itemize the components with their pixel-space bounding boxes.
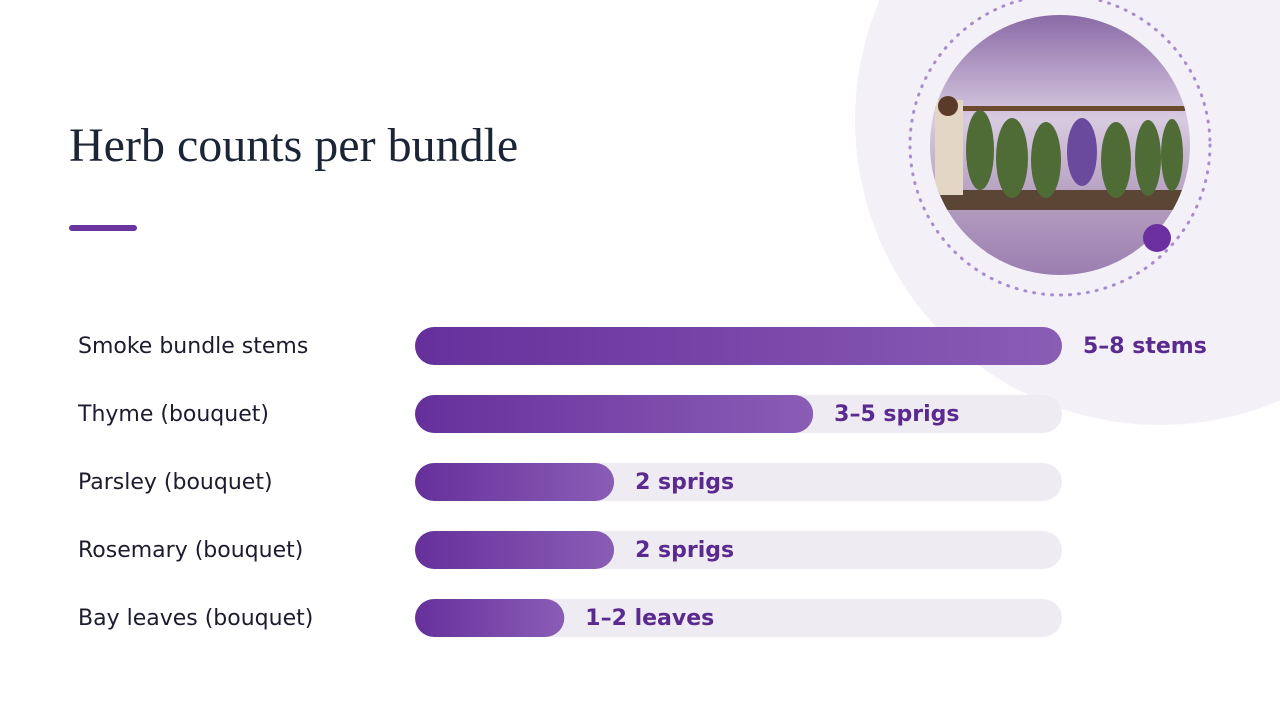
- category-label: Rosemary (bouquet): [78, 538, 303, 563]
- value-label: 2 sprigs: [635, 470, 734, 495]
- bar: [415, 463, 615, 501]
- value-label: 3–5 sprigs: [834, 402, 959, 427]
- value-label: 5–8 stems: [1083, 334, 1207, 359]
- accent-dot: [1143, 224, 1171, 252]
- category-label: Thyme (bouquet): [77, 402, 269, 427]
- chart-title: Herb counts per bundle: [69, 119, 518, 172]
- value-label: 2 sprigs: [635, 538, 734, 563]
- value-label: 1–2 leaves: [585, 606, 714, 631]
- title-underline: [69, 225, 137, 231]
- bar: [415, 395, 814, 433]
- dotted-ring: [908, 0, 1212, 297]
- category-label: Parsley (bouquet): [78, 470, 273, 495]
- category-label: Smoke bundle stems: [78, 334, 308, 359]
- bar-track: [415, 599, 1062, 637]
- bar: [415, 531, 615, 569]
- bar: [415, 327, 1062, 365]
- category-label: Bay leaves (bouquet): [78, 606, 313, 631]
- bar: [415, 599, 565, 637]
